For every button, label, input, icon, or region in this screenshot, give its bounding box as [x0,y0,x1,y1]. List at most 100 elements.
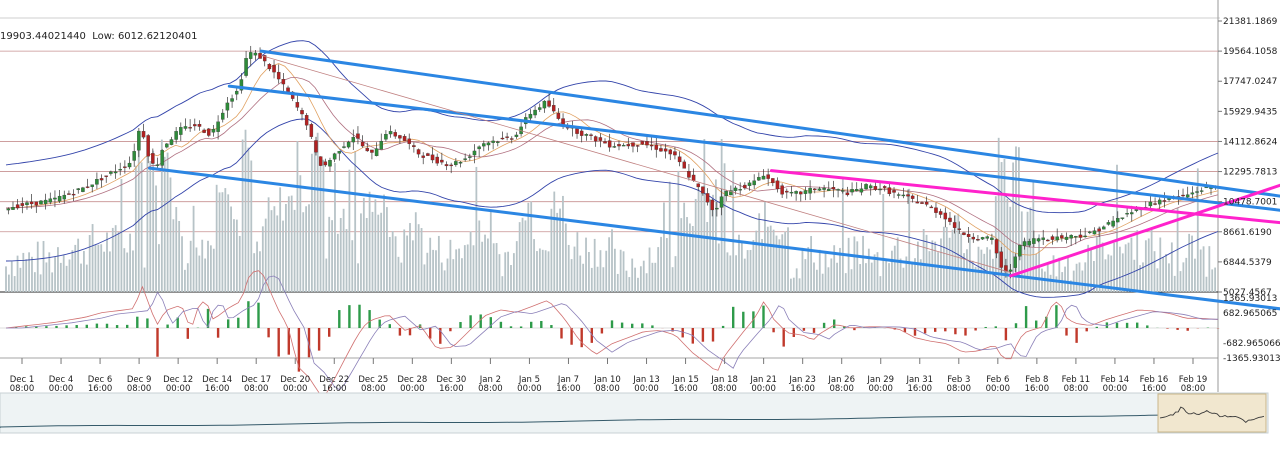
macd-histogram-bar [126,325,128,328]
volume-bar [804,259,806,292]
macd-histogram-bar [793,328,795,337]
candle-body [678,157,681,162]
volume-bar [911,263,913,292]
volume-bar [77,239,79,292]
volume-bar [43,241,45,292]
volume-bar [450,240,452,292]
candle-body [785,191,788,192]
volume-bar [213,249,215,292]
volume-bar [331,220,333,292]
volume-bar [753,240,755,292]
volume-bar [1128,243,1130,292]
macd-histogram-bar [96,324,98,328]
candle-body [967,234,970,237]
candle-body [496,142,499,143]
volume-bar [31,257,33,292]
volume-bar [380,213,382,292]
volume-bar [354,151,356,292]
volume-bar [856,241,858,292]
candle-body [1028,241,1031,245]
volume-bar [845,273,847,292]
candle-body [1037,239,1040,242]
volume-bar [1093,261,1095,292]
macd-histogram-bar [601,328,603,333]
candle-body [1116,218,1119,222]
macd-histogram-bar [924,328,926,333]
candle-body [944,213,947,219]
volume-bar [66,266,68,292]
grid [0,0,1220,392]
volume-bar [680,218,682,292]
candle-body [314,140,317,152]
volume-bar [848,238,850,292]
macd-histogram-bar [1136,323,1138,328]
volume-bar [652,263,654,292]
volume-bar [1208,246,1210,292]
volume-bar [677,171,679,292]
trendline[interactable] [261,51,1280,196]
candle-body [841,190,844,191]
volume-bar [276,215,278,292]
volume-bar [184,270,186,292]
macd-histogram-bar [187,328,189,339]
volume-bar [819,250,821,292]
trendline[interactable] [771,171,1280,223]
candle-body [156,165,159,166]
volume-bar [403,229,405,292]
volume-bar [317,133,319,292]
navigator[interactable] [0,393,1268,433]
volume-bar [865,263,867,292]
candle-body [715,208,718,209]
macd-histogram-bar [76,325,78,328]
volume-bar [874,254,876,292]
candle-body [440,160,443,162]
macd-histogram-bar [399,328,401,336]
candle-body [864,184,867,189]
volume-bar [412,240,414,292]
volume-bar [282,221,284,292]
volume-bar [695,199,697,292]
volume-bar [458,249,460,292]
macd-histogram-bar [348,305,350,328]
candle-body [939,211,942,214]
volume-bar [109,251,111,292]
candle-body [622,145,625,146]
volume-bar [776,236,778,292]
volume-bar [908,189,910,292]
volume-bar [204,259,206,292]
candle-body [1158,200,1161,204]
candle-body [1149,202,1152,206]
macd-histogram-bar [833,320,835,328]
volume-bar [666,238,668,292]
macd-histogram-bar [742,312,744,328]
volume-bar [672,267,674,292]
volume-bar [175,207,177,292]
macd-histogram-bar [1176,328,1178,330]
volume-bar [545,250,547,292]
volume-bar [83,251,85,292]
volume-bar [698,189,700,292]
volume-bar [239,236,241,292]
candle-body [1186,195,1189,198]
candle-body [892,190,895,192]
macd-histogram-bar [338,310,340,328]
volume-bar [579,256,581,292]
volume-bar [571,259,573,292]
volume-bar [484,235,486,292]
macd-histogram-bar [45,326,47,328]
volume-bar [556,213,558,292]
candle-body [7,209,10,210]
volume-bar [63,255,65,292]
volume-bar [992,259,994,292]
candle-body [100,178,103,180]
volume-bar [576,232,578,292]
candle-body [1032,238,1035,243]
volume-bar [859,264,861,292]
volume-bar [1119,247,1121,292]
macd-histogram-bar [116,325,118,328]
volume-bar [452,259,454,292]
volume-bar [894,246,896,292]
candle-body [869,186,872,188]
